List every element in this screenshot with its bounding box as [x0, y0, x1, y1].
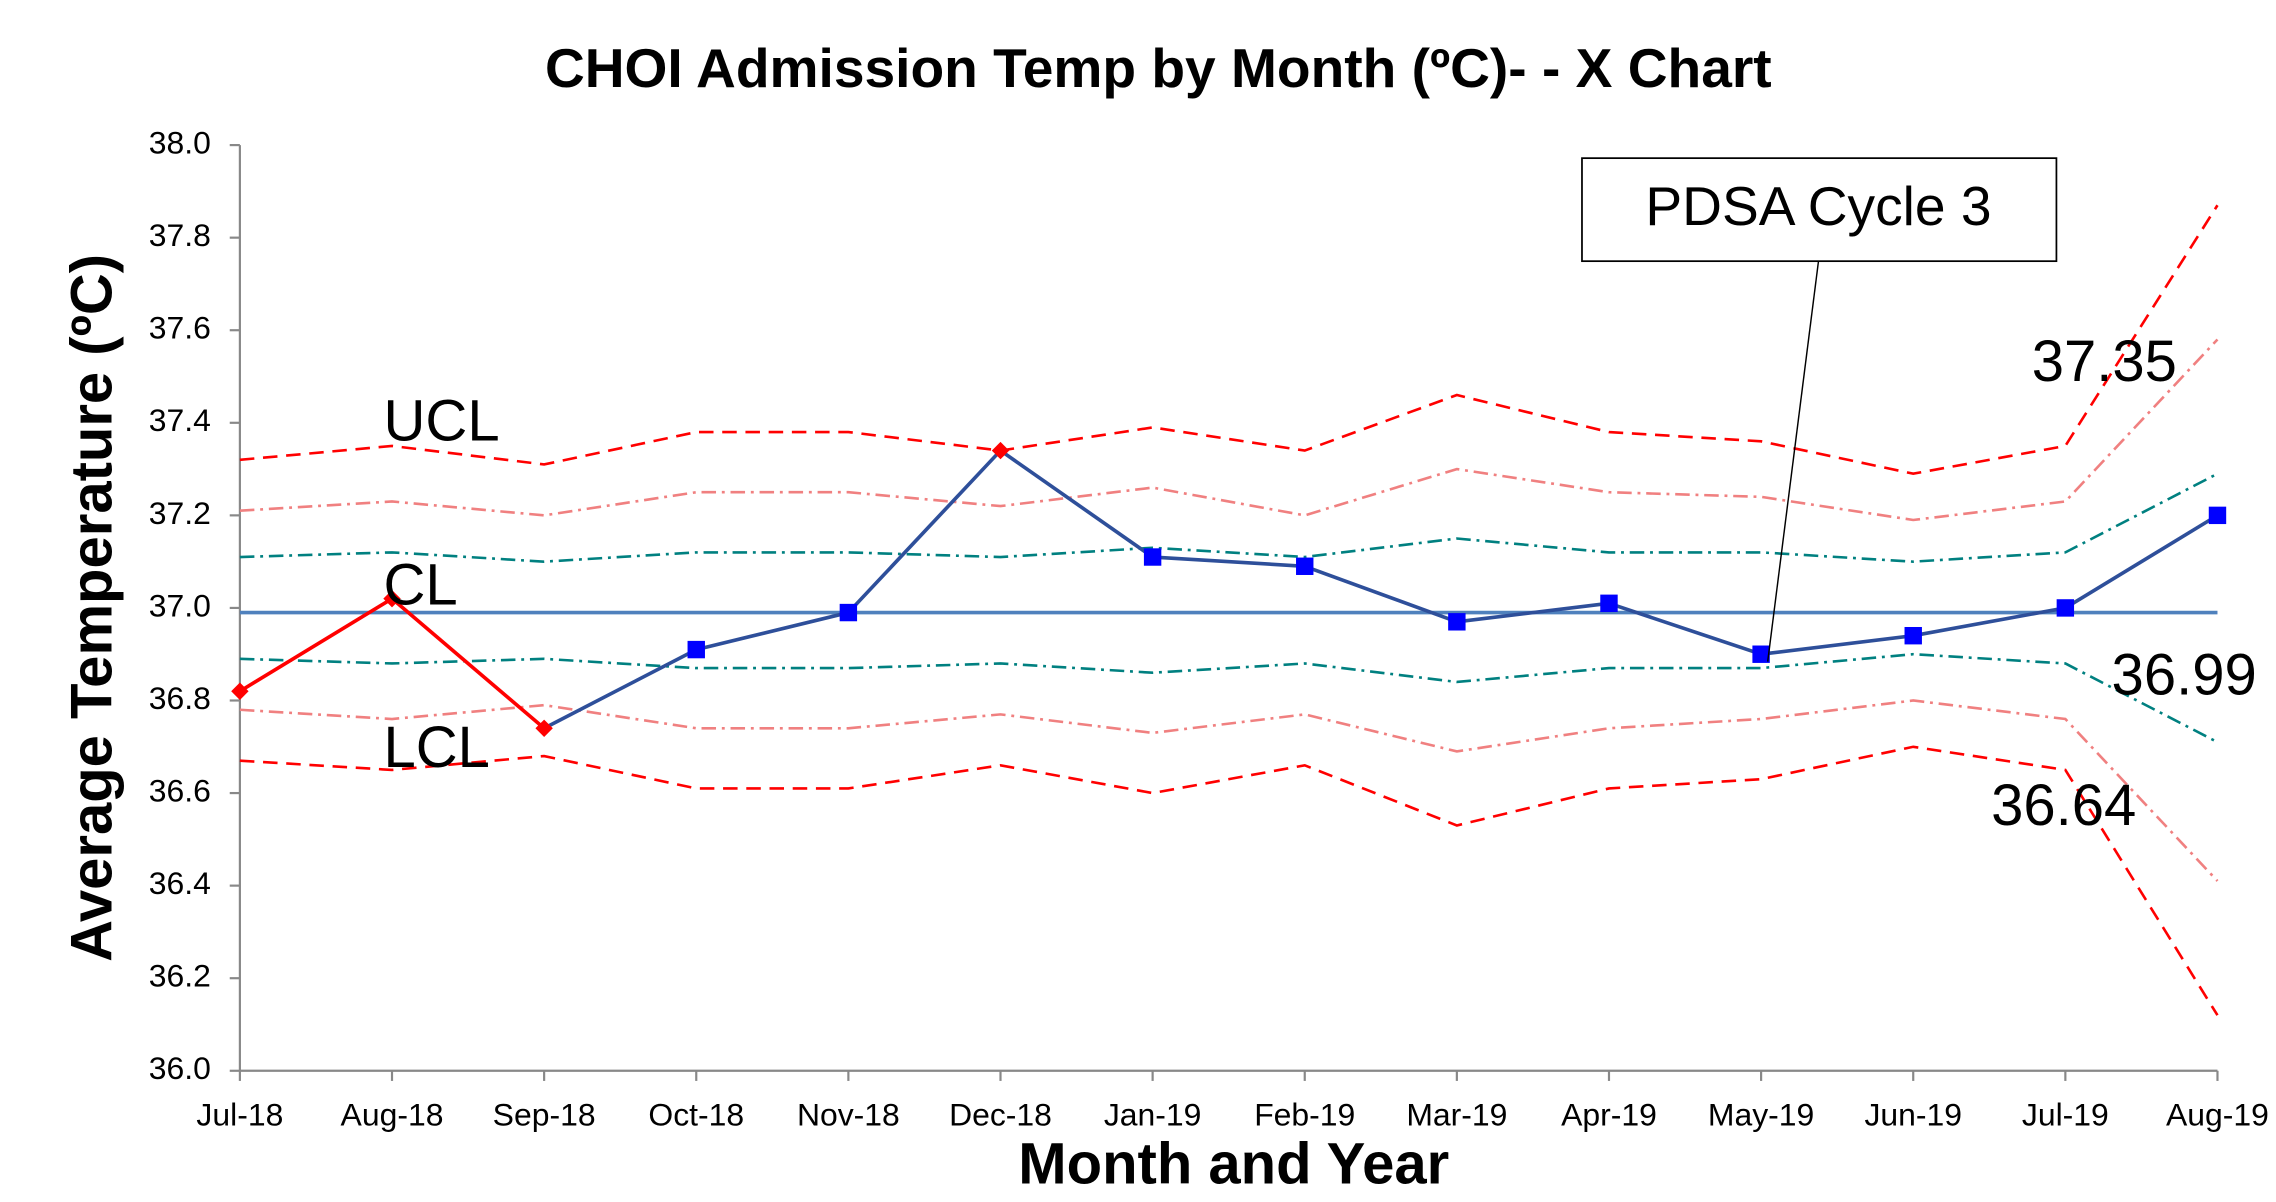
y-tick-label: 37.2: [149, 495, 211, 531]
data-segment: [2064, 513, 2219, 610]
data-point: [1600, 594, 1618, 613]
annotation: LCL: [384, 715, 490, 780]
x-tick-label: Aug-18: [341, 1097, 444, 1133]
data-segment: [1912, 606, 2066, 638]
annotation: 37.35: [2032, 329, 2177, 394]
x-tick-label: Oct-18: [648, 1097, 744, 1133]
x-tick-label: Jul-19: [2022, 1097, 2109, 1133]
y-tick-label: 36.8: [149, 680, 211, 716]
data-segment: [1608, 601, 1762, 656]
x-tick-label: Jun-19: [1864, 1097, 1962, 1133]
callout-box: [1581, 157, 2058, 263]
control-line: [239, 338, 2219, 522]
data-point: [687, 640, 705, 659]
y-tick-label: 38.0: [149, 125, 211, 161]
control-line: [239, 652, 2219, 744]
chart-title: CHOI Admission Temp by Month (ºC)- - X C…: [545, 37, 1772, 99]
data-point: [839, 603, 858, 622]
y-tick-label: 37.4: [149, 402, 211, 438]
x-tick-label: Dec-18: [949, 1097, 1052, 1133]
data-segment: [1760, 633, 1914, 657]
callout-arrow: [1766, 261, 1820, 662]
y-tick-label: 37.6: [149, 310, 211, 346]
x-tick-label: Aug-19: [2166, 1097, 2269, 1133]
data-segment: [1456, 601, 1610, 624]
y-tick-label: 36.4: [149, 865, 211, 901]
data-point: [1752, 645, 1770, 663]
y-axis-label: Average Temperature (ºC): [60, 254, 125, 962]
x-tick-label: Feb-19: [1254, 1097, 1355, 1133]
x-tick-label: Jan-19: [1104, 1097, 1202, 1133]
data-point: [231, 682, 249, 700]
x-tick-label: Sep-18: [493, 1097, 596, 1133]
control-line: [239, 472, 2219, 563]
data-point: [2208, 506, 2227, 525]
data-point: [1296, 557, 1314, 575]
data-segment: [999, 449, 1154, 559]
callout-text: PDSA Cycle 3: [1645, 175, 1991, 237]
y-tick-label: 36.0: [149, 1050, 211, 1086]
data-segment: [1304, 564, 1458, 624]
data-point: [1448, 613, 1466, 631]
annotation: CL: [384, 552, 458, 617]
data-segment: [390, 597, 546, 730]
control-line: [239, 204, 2219, 476]
data-point: [2056, 599, 2075, 617]
y-tick-label: 37.0: [149, 587, 211, 623]
y-tick-label: 36.6: [149, 773, 211, 809]
x-tick-label: Nov-18: [797, 1097, 900, 1133]
data-segment: [238, 597, 393, 693]
control-line: [239, 699, 2219, 882]
data-segment: [695, 610, 849, 652]
annotation: 36.64: [1991, 773, 2136, 838]
control-line: [239, 745, 2219, 1016]
y-tick-label: 36.2: [149, 958, 211, 994]
annotation: 36.99: [2112, 642, 2257, 707]
x-tick-label: May-19: [1708, 1097, 1814, 1133]
x-tick-label: Mar-19: [1406, 1097, 1507, 1133]
data-point: [991, 441, 1010, 460]
data-segment: [1152, 555, 1305, 569]
y-tick-label: 37.8: [149, 217, 211, 253]
data-segment: [543, 647, 698, 730]
x-tick-label: Jul-18: [196, 1097, 283, 1133]
x-tick-label: Apr-19: [1561, 1097, 1657, 1133]
x-axis-label: Month and Year: [1018, 1131, 1449, 1196]
data-segment: [847, 449, 1002, 614]
annotation: UCL: [384, 388, 500, 453]
data-point: [1904, 626, 1922, 645]
data-point: [1143, 548, 1162, 566]
